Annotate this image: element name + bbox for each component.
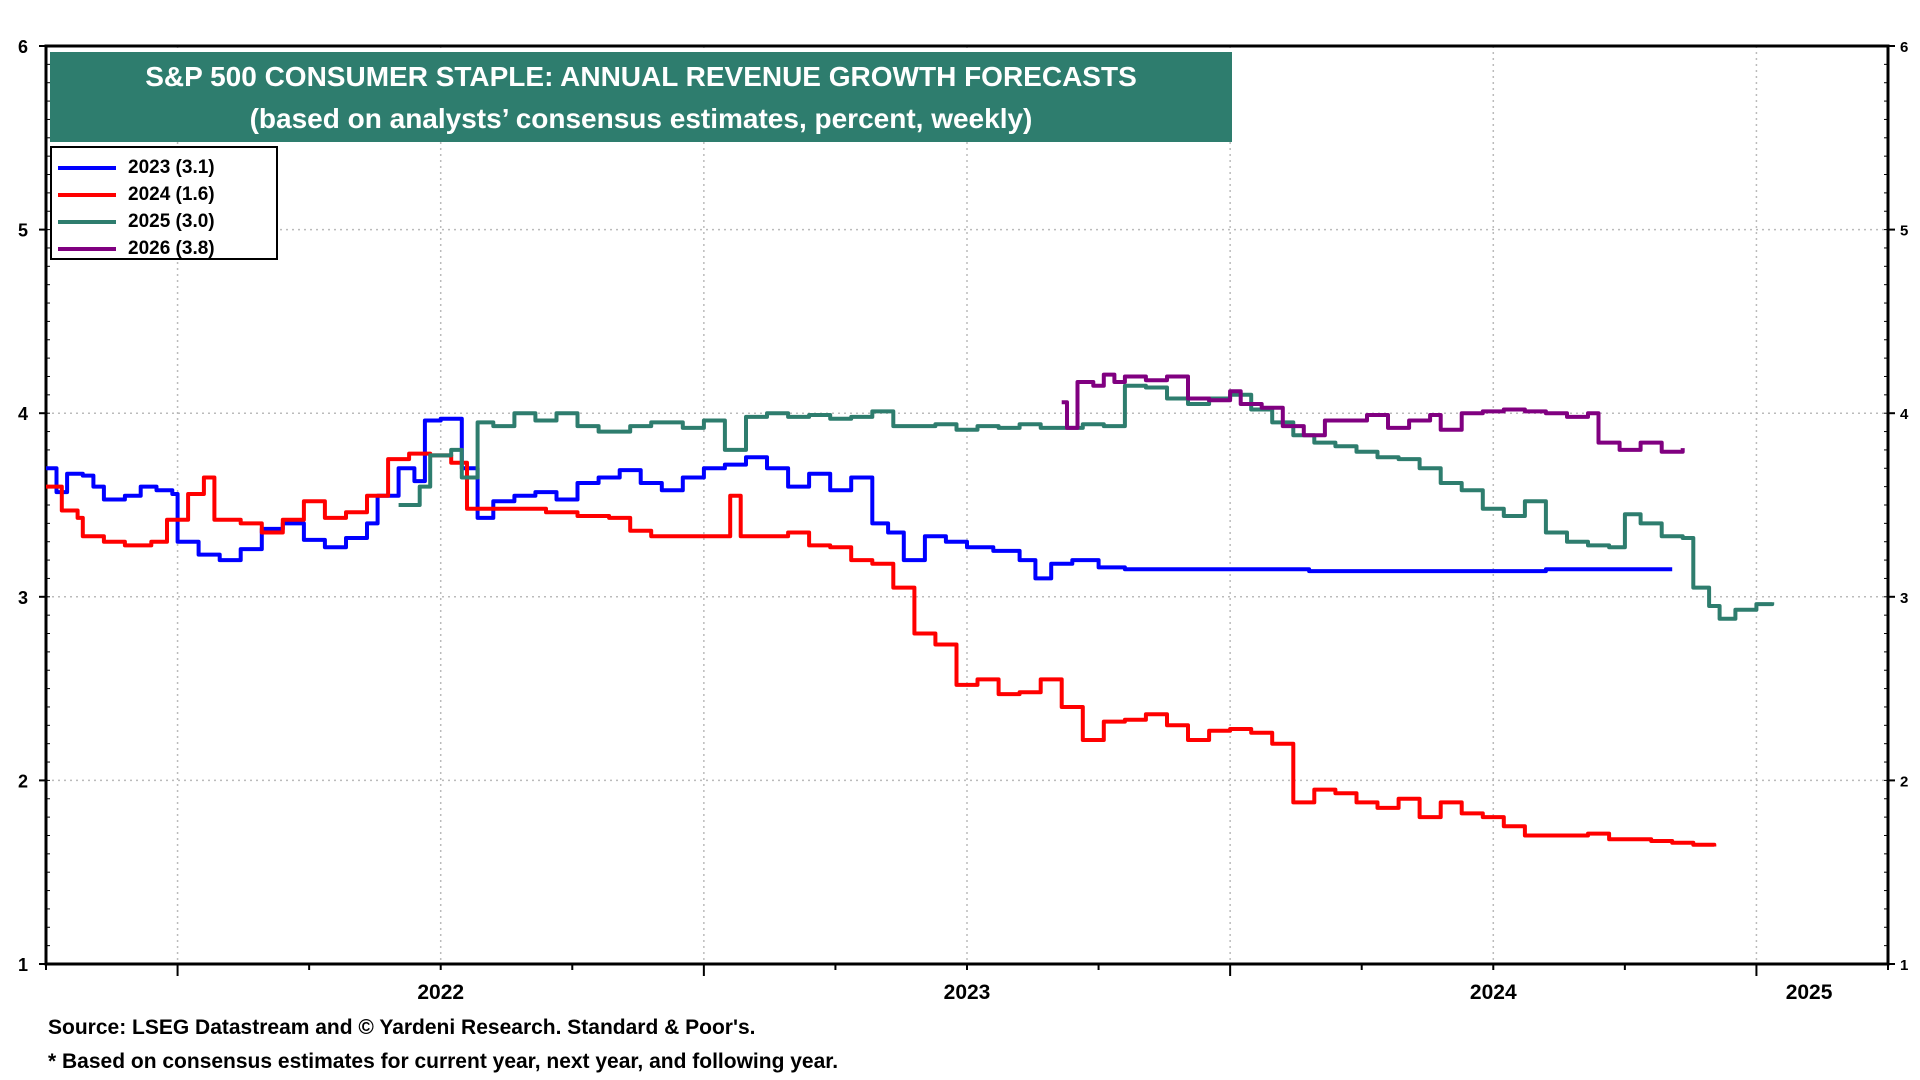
y-tick-label-left: 4 bbox=[18, 404, 28, 424]
legend: 2023 (3.1) 2024 (1.6) 2025 (3.0) 2026 (3… bbox=[50, 146, 278, 260]
footnote: * Based on consensus estimates for curre… bbox=[48, 1050, 839, 1073]
legend-item-2025: 2025 (3.0) bbox=[58, 208, 276, 235]
series-line-2023 bbox=[46, 416, 1673, 581]
x-tick-label: 2023 bbox=[944, 981, 991, 1004]
series-line-2025 bbox=[398, 383, 1775, 621]
chart-title-line-1: S&P 500 CONSUMER STAPLE: ANNUAL REVENUE … bbox=[145, 61, 1137, 92]
legend-label-2024: 2024 (1.6) bbox=[128, 183, 215, 205]
chart-title: S&P 500 CONSUMER STAPLE: ANNUAL REVENUE … bbox=[50, 52, 1232, 142]
x-tick-label: 2025 bbox=[1786, 981, 1833, 1004]
legend-swatch-2024 bbox=[58, 192, 116, 197]
y-tick-label-left: 6 bbox=[18, 37, 28, 57]
y-tick-label-left: 1 bbox=[18, 955, 28, 975]
y-tick-label-right: 3 bbox=[1900, 590, 1908, 607]
y-tick-label-right: 1 bbox=[1900, 957, 1908, 974]
y-tick-label-right: 6 bbox=[1900, 39, 1908, 56]
legend-item-2024: 2024 (1.6) bbox=[58, 181, 276, 208]
legend-label-2025: 2025 (3.0) bbox=[128, 210, 215, 232]
series-line-2024 bbox=[46, 451, 1717, 847]
legend-item-2023: 2023 (3.1) bbox=[58, 154, 276, 181]
series-lines bbox=[46, 372, 1775, 847]
grid bbox=[46, 46, 1888, 964]
legend-swatch-2023 bbox=[58, 165, 116, 170]
y-tick-label-left: 2 bbox=[18, 771, 28, 791]
chart-title-line-2: (based on analysts’ consensus estimates,… bbox=[249, 103, 1033, 134]
legend-item-2026: 2026 (3.8) bbox=[58, 235, 276, 262]
y-tick-label-right: 4 bbox=[1900, 406, 1909, 423]
y-tick-label-right: 5 bbox=[1900, 223, 1908, 240]
series-line-2026 bbox=[1061, 372, 1685, 454]
y-tick-label-right: 2 bbox=[1900, 773, 1908, 790]
y-tick-label-left: 5 bbox=[18, 221, 28, 241]
legend-label-2023: 2023 (3.1) bbox=[128, 156, 215, 178]
legend-swatch-2026 bbox=[58, 246, 116, 251]
y-tick-label-left: 3 bbox=[18, 588, 28, 608]
x-tick-label: 2024 bbox=[1470, 981, 1517, 1004]
x-tick-label: 2022 bbox=[417, 981, 464, 1004]
legend-swatch-2025 bbox=[58, 219, 116, 224]
axis-ticks: 1 1 2 2 3 3 4 4 5 5 6 6 2022 2023 2024 2025 bbox=[18, 37, 1909, 1004]
source-note: Source: LSEG Datastream and © Yardeni Re… bbox=[48, 1016, 756, 1039]
legend-label-2026: 2026 (3.8) bbox=[128, 237, 215, 259]
